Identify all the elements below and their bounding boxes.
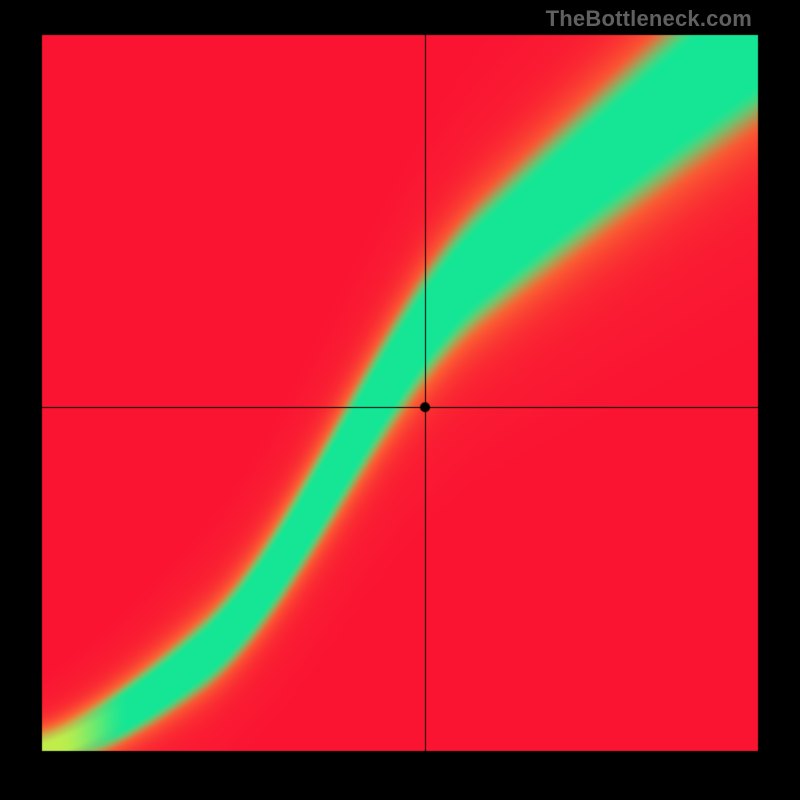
chart-container: TheBottleneck.com (0, 0, 800, 800)
bottleneck-heatmap (0, 0, 800, 800)
attribution-text: TheBottleneck.com (546, 6, 752, 32)
